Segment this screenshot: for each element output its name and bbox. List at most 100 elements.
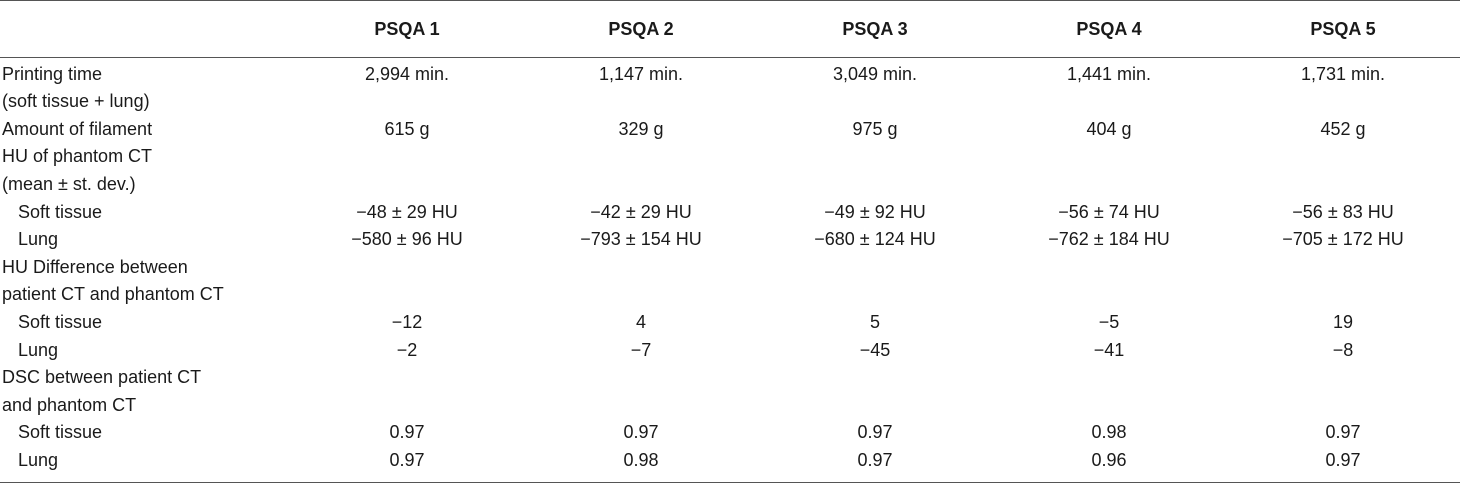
cell-psqa-5: 0.97 xyxy=(1325,422,1361,443)
cell-psqa-3: 975 g xyxy=(852,118,898,139)
table-row: Soft tissue 0.97 0.97 0.97 0.98 0.97 xyxy=(0,419,1460,447)
cell-psqa-4: 1,441 min. xyxy=(1066,64,1152,84)
cell-psqa-4: −5 xyxy=(1098,312,1120,333)
table-row: Amount of filament 615 g 329 g 975 g 404 g 45… xyxy=(0,116,1460,144)
cell-psqa-1: −580 ± 96 HU xyxy=(351,229,463,250)
cell-psqa-1: 0.97 xyxy=(290,446,524,483)
cell-psqa-4 xyxy=(992,88,1226,116)
cell-psqa-1: 2,994 min. xyxy=(364,64,450,84)
cell-psqa-2 xyxy=(524,364,758,392)
table-body: Printing time 2,994 min. 1,147 min. 3,049 m… xyxy=(0,58,1460,483)
cell-psqa-1: −12 xyxy=(391,312,423,333)
cell-psqa-2: 0.97 xyxy=(623,422,659,443)
row-label: Soft tissue xyxy=(18,422,103,443)
header-row: PSQA 1 PSQA 2 PSQA 3 PSQA 4 PSQA 5 xyxy=(0,0,1460,58)
row-label: Amount of filament xyxy=(2,118,153,139)
cell-psqa-3: 0.97 xyxy=(758,446,992,483)
row-label: patient CT and phantom CT xyxy=(2,284,224,305)
table-row: Lung 0.97 0.98 0.97 0.96 0.97 xyxy=(0,446,1460,483)
cell-psqa-5 xyxy=(1226,171,1460,199)
cell-psqa-5: 1,731 min. xyxy=(1300,64,1386,84)
table-row: and phantom CT xyxy=(0,392,1460,420)
cell-psqa-2 xyxy=(524,254,758,282)
row-label: HU of phantom CT xyxy=(2,146,153,167)
cell-psqa-4 xyxy=(992,171,1226,199)
table-row: Printing time 2,994 min. 1,147 min. 3,049 m… xyxy=(0,58,1460,89)
cell-psqa-2: 329 g xyxy=(618,118,664,139)
cell-psqa-3: 0.97 xyxy=(857,422,893,443)
cell-psqa-1 xyxy=(290,88,524,116)
cell-psqa-3: 5 xyxy=(869,312,880,333)
cell-psqa-1 xyxy=(290,143,524,171)
cell-psqa-4 xyxy=(992,364,1226,392)
table-row: DSC between patient CT xyxy=(0,364,1460,392)
table-row: (soft tissue + lung) xyxy=(0,88,1460,116)
cell-psqa-3: −49 ± 92 HU xyxy=(824,201,926,222)
row-label: Lung xyxy=(0,446,290,483)
table-row: Lung −580 ± 96 HU −793 ± 154 HU −680 ± 124 … xyxy=(0,226,1460,254)
cell-psqa-4 xyxy=(992,143,1226,171)
cell-psqa-3: −680 ± 124 HU xyxy=(814,229,936,250)
cell-psqa-3 xyxy=(758,143,992,171)
cell-psqa-5 xyxy=(1226,254,1460,282)
cell-psqa-1 xyxy=(290,392,524,420)
cell-psqa-1: −48 ± 29 HU xyxy=(356,201,458,222)
cell-psqa-3: −45 xyxy=(859,339,891,360)
cell-psqa-5 xyxy=(1226,392,1460,420)
cell-psqa-1 xyxy=(290,171,524,199)
cell-psqa-3 xyxy=(758,281,992,309)
cell-psqa-1: 615 g xyxy=(384,118,430,139)
row-label: Lung xyxy=(18,229,59,250)
header-cell-empty xyxy=(0,0,290,58)
cell-psqa-4: −56 ± 74 HU xyxy=(1058,201,1160,222)
cell-psqa-5: 452 g xyxy=(1320,118,1366,139)
cell-psqa-4: 0.96 xyxy=(992,446,1226,483)
table-row: HU Difference between xyxy=(0,254,1460,282)
cell-psqa-5: −705 ± 172 HU xyxy=(1282,229,1404,250)
cell-psqa-2 xyxy=(524,392,758,420)
row-label: Soft tissue xyxy=(18,312,103,333)
cell-psqa-2: −793 ± 154 HU xyxy=(580,229,702,250)
cell-psqa-2: −42 ± 29 HU xyxy=(590,201,692,222)
table-row: Soft tissue −48 ± 29 HU −42 ± 29 HU −49 ± 9… xyxy=(0,198,1460,226)
cell-psqa-4 xyxy=(992,281,1226,309)
table-row: (mean ± st. dev.) xyxy=(0,171,1460,199)
header-cell-psqa-3: PSQA 3 xyxy=(758,0,992,58)
cell-psqa-4: 404 g xyxy=(1086,118,1132,139)
row-label: Lung xyxy=(18,339,59,360)
cell-psqa-1 xyxy=(290,254,524,282)
table-header: PSQA 1 PSQA 2 PSQA 3 PSQA 4 PSQA 5 xyxy=(0,0,1460,58)
table-row: patient CT and phantom CT xyxy=(0,281,1460,309)
cell-psqa-2 xyxy=(524,281,758,309)
cell-psqa-2: −7 xyxy=(630,339,652,360)
cell-psqa-1 xyxy=(290,364,524,392)
row-label: (soft tissue + lung) xyxy=(2,91,150,112)
cell-psqa-2 xyxy=(524,171,758,199)
cell-psqa-5: 0.97 xyxy=(1226,446,1460,483)
table-row: Lung −2 −7 −45 −41 −8 xyxy=(0,336,1460,364)
cell-psqa-3: 3,049 min. xyxy=(832,64,918,84)
cell-psqa-2: 4 xyxy=(635,312,646,333)
cell-psqa-5 xyxy=(1226,364,1460,392)
cell-psqa-5: −56 ± 83 HU xyxy=(1292,201,1394,222)
header-cell-psqa-5: PSQA 5 xyxy=(1226,0,1460,58)
header-cell-psqa-1: PSQA 1 xyxy=(290,0,524,58)
header-cell-psqa-2: PSQA 2 xyxy=(524,0,758,58)
cell-psqa-5: −8 xyxy=(1332,339,1354,360)
cell-psqa-5 xyxy=(1226,281,1460,309)
row-label: and phantom CT xyxy=(2,394,137,415)
cell-psqa-1: −2 xyxy=(396,339,418,360)
cell-psqa-4: 0.98 xyxy=(1091,422,1127,443)
cell-psqa-5: 19 xyxy=(1332,312,1354,333)
row-label: DSC between patient CT xyxy=(2,367,202,388)
cell-psqa-1: 0.97 xyxy=(389,422,425,443)
cell-psqa-4 xyxy=(992,392,1226,420)
cell-psqa-5 xyxy=(1226,143,1460,171)
cell-psqa-4: −41 xyxy=(1093,339,1125,360)
row-label: HU Difference between xyxy=(2,256,188,277)
cell-psqa-3 xyxy=(758,392,992,420)
cell-psqa-3 xyxy=(758,364,992,392)
cell-psqa-2: 1,147 min. xyxy=(598,64,684,84)
